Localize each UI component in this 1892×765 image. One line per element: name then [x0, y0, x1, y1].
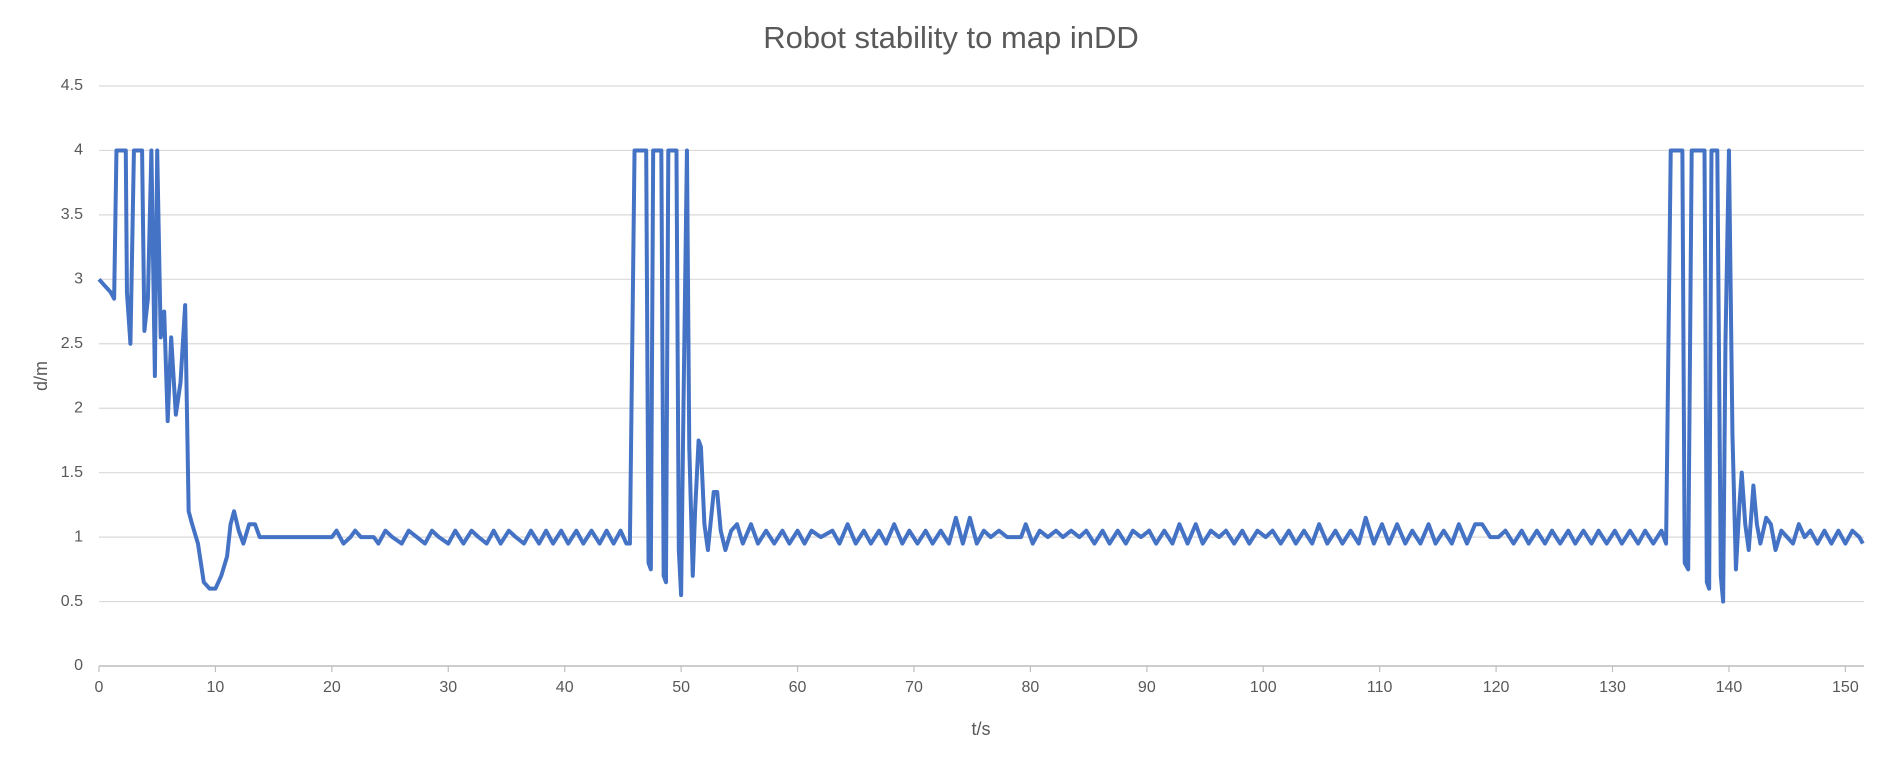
x-tick-label: 0	[95, 679, 104, 696]
y-tick-label: 1.5	[61, 464, 83, 481]
x-tick-label: 30	[439, 679, 457, 696]
y-tick-label: 1	[74, 528, 83, 545]
x-tick-label: 70	[905, 679, 923, 696]
grid	[99, 85, 1864, 667]
x-axis-title: t/s	[971, 719, 990, 739]
data-line	[97, 148, 1865, 604]
y-tick-label: 0	[74, 657, 83, 674]
x-tick-label: 20	[323, 679, 341, 696]
y-tick-label: 2	[74, 399, 83, 416]
x-tick-label: 60	[789, 679, 807, 696]
y-tick-label: 3	[74, 271, 83, 288]
x-tick-label: 10	[207, 679, 225, 696]
x-tick-label: 150	[1832, 679, 1859, 696]
x-tick-label: 90	[1138, 679, 1156, 696]
chart-title: Robot stability to map inDD	[763, 20, 1139, 55]
x-tick-label: 130	[1599, 679, 1626, 696]
x-tick-label: 120	[1483, 679, 1510, 696]
y-tick-label: 4.5	[61, 77, 83, 94]
axes: 0 0.5 1 1.5 2 2.5 3 3.5 4 4.5 0 10 20 30 40 50 60 70 80 90 1…	[61, 77, 1864, 696]
y-tick-label: 3.5	[61, 206, 83, 223]
x-tick-label: 40	[556, 679, 574, 696]
y-axis-title: d/m	[31, 361, 51, 391]
plot-area	[97, 148, 1865, 604]
x-tick-label: 50	[672, 679, 690, 696]
x-tick-label: 140	[1716, 679, 1743, 696]
x-tick-label: 100	[1250, 679, 1277, 696]
y-tick-label: 4	[74, 142, 83, 159]
y-tick-label: 2.5	[61, 335, 83, 352]
x-tick-label: 80	[1022, 679, 1040, 696]
y-tick-label: 0.5	[61, 593, 83, 610]
x-tick-label: 110	[1367, 679, 1393, 696]
